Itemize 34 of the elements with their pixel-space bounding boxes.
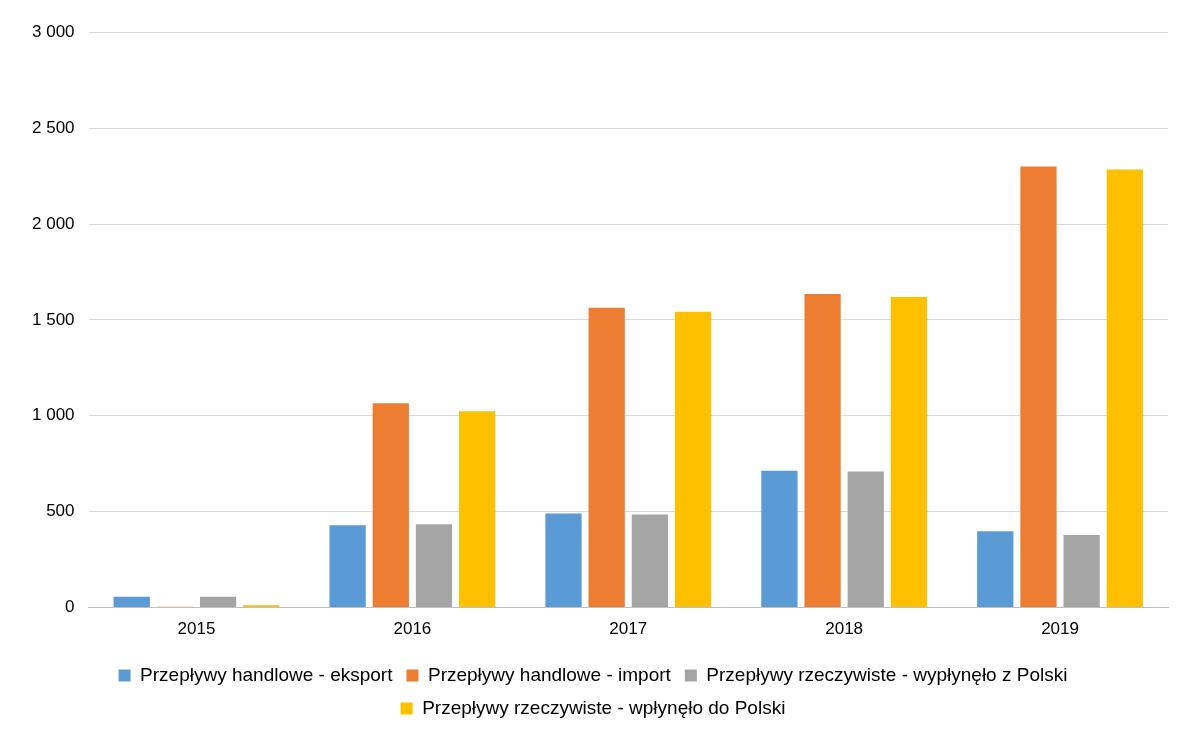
legend-label: Przepływy handlowe - eksport [140,663,394,685]
bar [890,296,928,608]
bar [415,524,453,608]
legend-label: Przepływy rzeczywiste - wpłynęło do Polski [422,696,786,718]
y-tick-label: 500 [46,501,75,521]
bar [1106,169,1143,608]
y-tick-label: 2 500 [31,117,75,137]
bar [847,471,884,608]
bar [329,525,366,608]
bar [977,531,1014,608]
x-tick-label: 2015 [177,619,216,639]
x-tick-label: 2016 [393,619,432,639]
x-tick-label: 2019 [1041,619,1079,639]
bar [1063,535,1100,608]
legend-label: Przepływy rzeczywiste - wypłynęło z Polski [706,663,1068,685]
bar [459,411,496,608]
bar [545,513,582,608]
bar [1020,166,1057,608]
bar [761,470,798,608]
y-tick-label: 2 000 [31,213,75,233]
bar [804,294,841,608]
legend-label: Przepływy handlowe - import [427,663,672,685]
y-tick-label: 1 500 [31,309,75,329]
bar [674,311,712,608]
bar [372,403,409,608]
y-tick-label: 3 000 [31,21,75,41]
bar [588,307,625,608]
y-tick-label: 1 000 [31,405,75,425]
bar [199,596,237,608]
bar [631,514,668,608]
x-tick-label: 2017 [609,619,648,639]
x-tick-label: 2018 [825,619,864,639]
bar [113,596,150,608]
y-tick-label: 0 [65,597,75,617]
